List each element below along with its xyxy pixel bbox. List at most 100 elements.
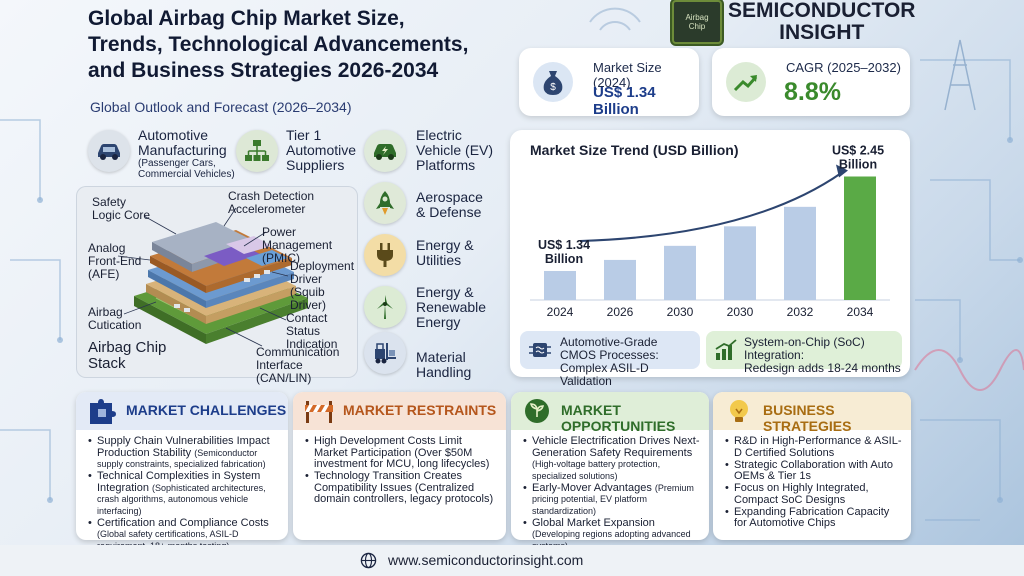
growth-icon xyxy=(525,399,549,423)
industry-text: Renewable xyxy=(416,299,487,315)
item-main: Vehicle Electrification Drives Next-Gene… xyxy=(532,435,700,459)
list-item: Technical Complexities in System Integra… xyxy=(88,470,280,517)
money-bag-icon: $ xyxy=(533,62,573,102)
barrier-icon xyxy=(305,401,333,423)
industry-material-handling-label: Material Handling xyxy=(416,350,471,380)
chip-deploy-label: Deployment Driver (Squib Driver) xyxy=(290,260,358,312)
market-challenges-card: MARKET CHALLENGES Supply Chain Vulnerabi… xyxy=(76,392,288,550)
industry-ev-label: Electric Vehicle (EV) Platforms xyxy=(416,128,493,173)
industry-text: Energy xyxy=(416,314,461,330)
note-line: Complex ASIL-D Validation xyxy=(560,361,649,388)
x-tick-label: 2024 xyxy=(547,305,574,319)
chip-label-text: Driver xyxy=(290,272,322,286)
website-link[interactable]: www.semiconductorinsight.com xyxy=(388,552,584,568)
card-title: MARKET CHALLENGES xyxy=(126,402,287,418)
list-item: Supply Chain Vulnerabilities Impact Prod… xyxy=(88,435,280,471)
note-soc-text: System-on-Chip (SoC) Integration: Redesign… xyxy=(744,336,901,375)
chip-label-text: Accelerometer xyxy=(228,202,306,216)
page-title: Global Airbag Chip Market Size, Trends, … xyxy=(88,6,528,84)
footer: www.semiconductorinsight.com xyxy=(0,545,1024,576)
industry-text: Manufacturing xyxy=(138,142,227,158)
item-main: Supply Chain Vulnerabilities Impact Prod… xyxy=(97,435,270,459)
x-tick-label: 2030 xyxy=(667,305,694,319)
industry-text: Electric xyxy=(416,127,462,143)
chip-label-text: Interface (CAN/LIN) xyxy=(256,358,312,385)
chart-bar xyxy=(544,270,576,300)
card-title: BUSINESS STRATEGIES xyxy=(763,402,852,434)
wind-turbine-icon xyxy=(364,286,406,328)
chip-label-text: Crash Detection xyxy=(228,189,315,203)
note-line: Redesign adds 18-24 months xyxy=(744,361,901,375)
chip-contact-label: Contact Status Indication xyxy=(286,312,358,351)
chart-bar xyxy=(724,226,756,300)
chip-crash-label: Crash Detection Accelerometer xyxy=(228,190,314,216)
x-tick-label: 2032 xyxy=(787,305,814,319)
trend-up-icon xyxy=(726,62,766,102)
chip-logo-icon: Airbag Chip xyxy=(672,0,722,44)
card-title: MARKET RESTRAINTS xyxy=(343,402,497,418)
market-trend-chart-panel: Market Size Trend (USD Billion) 2024 2026… xyxy=(510,130,910,388)
market-opportunities-card: MARKET OPPORTUNITIES Vehicle Electrifica… xyxy=(511,392,709,550)
item-main: Global Market Expansion xyxy=(532,516,655,529)
list-item: High Development Costs Limit Market Part… xyxy=(305,435,498,471)
chip-comm-label: Communication Interface (CAN/LIN) xyxy=(256,346,358,385)
industry-text: Vehicle (EV) xyxy=(416,142,494,158)
chip-label-text: Contact Status xyxy=(286,311,328,338)
list-item: Focus on Highly Integrated, Compact SoC … xyxy=(725,482,903,506)
chip-title-text: Stack xyxy=(88,355,126,372)
list-item: Vehicle Electrification Drives Next-Gene… xyxy=(523,435,701,482)
industry-subtext: (Passenger Cars, xyxy=(138,158,216,169)
item-detail: (Premium pricing potential, EV platform … xyxy=(532,482,694,516)
x-tick-label: 2030 xyxy=(727,305,754,319)
trend-arrow-head xyxy=(836,164,848,178)
industry-automotive-label: Automotive Manufacturing (Passenger Cars… xyxy=(138,127,235,181)
note-line: CMOS Processes: xyxy=(560,348,659,362)
lightbulb-icon xyxy=(730,400,748,422)
industry-text: Suppliers xyxy=(286,157,345,173)
chip-power-label: Power Management (PMIC) xyxy=(262,226,358,265)
chip-label-text: Front-End xyxy=(88,254,142,268)
plug-icon xyxy=(364,234,406,276)
industry-text: Energy & xyxy=(416,284,474,300)
chip-title-text: Airbag Chip xyxy=(88,339,167,356)
list-item: R&D in High-Performance & ASIL-D Certifi… xyxy=(725,435,903,459)
chip-label-text: (PMIC) xyxy=(262,251,300,265)
svg-text:$: $ xyxy=(550,82,556,93)
item-detail: (High-voltage battery protection, specia… xyxy=(532,459,661,481)
business-strategies-card: BUSINESS STRATEGIES R&D in High-Performa… xyxy=(713,392,911,540)
item-detail: (Semiconductor supply constraints, speci… xyxy=(97,447,266,469)
industry-text: Automotive xyxy=(138,127,209,143)
note-line: Automotive-Grade xyxy=(560,335,658,349)
brand-line: SEMICONDUCTOR xyxy=(728,0,916,22)
page-subtitle: Global Outlook and Forecast (2026–2034) xyxy=(90,99,352,115)
industry-tier1-label: Tier 1 Automotive Suppliers xyxy=(286,128,356,173)
data-label: Billion xyxy=(839,158,877,172)
list-item: Strategic Collaboration with Auto OEMs &… xyxy=(725,459,903,483)
title-line: Global Airbag Chip Market Size, xyxy=(88,7,405,30)
chart-title: Market Size Trend (USD Billion) xyxy=(530,142,739,158)
title-line: Trends, Technological Advancements, xyxy=(88,33,469,56)
chip-icon xyxy=(529,343,551,357)
chip-label-text: (AFE) xyxy=(88,267,120,281)
list-item: Early-Mover Advantages (Premium pricing … xyxy=(523,482,701,518)
chip-label-text: Deployment xyxy=(290,259,355,273)
org-chart-icon xyxy=(236,130,278,172)
note-soc-pill: System-on-Chip (SoC) Integration: Redesign… xyxy=(706,331,902,375)
chart-bar xyxy=(664,245,696,300)
kpi-label: Market Size (2024) xyxy=(593,60,662,90)
chip-stack-panel: Safety Logic Core Crash Detection Accelero… xyxy=(76,186,358,385)
chip-label-text: (Squib Driver) xyxy=(290,285,326,312)
list-item: Expanding Fabrication Capacity for Autom… xyxy=(725,506,903,530)
kpi-value: US$ 1.34 Billion xyxy=(593,84,656,118)
trend-arrow-line xyxy=(579,171,843,242)
chip-logo-text: Chip xyxy=(688,22,706,31)
industry-text: & Defense xyxy=(416,204,482,220)
industry-text: Handling xyxy=(416,364,472,380)
brand-line: INSIGHT xyxy=(779,21,865,44)
list-item: Technology Transition Creates Compatibil… xyxy=(305,470,498,506)
market-restraints-card: MARKET RESTRAINTS High Development Costs… xyxy=(293,392,506,540)
chip-cutication-label: Airbag Cutication xyxy=(88,306,141,332)
rocket-icon xyxy=(364,182,406,224)
chip-label-text: Power Management xyxy=(262,225,333,252)
